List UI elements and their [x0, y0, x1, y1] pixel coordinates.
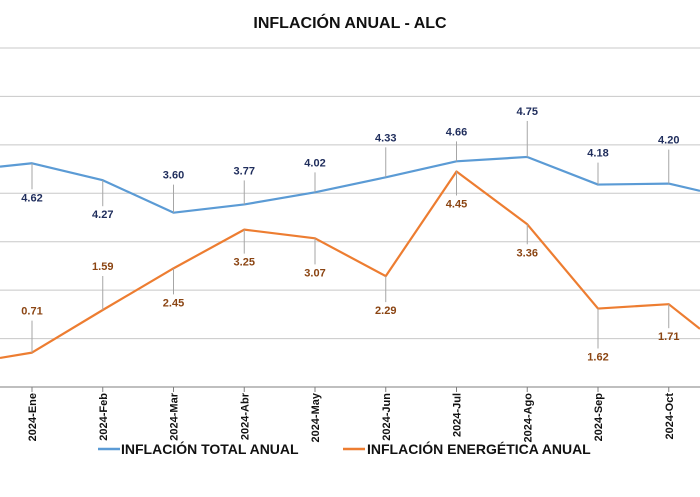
x-tick-label: 2024-Feb [98, 393, 110, 441]
legend-label-total: INFLACIÓN TOTAL ANUAL [121, 440, 299, 457]
data-label: 4.62 [21, 192, 42, 204]
x-tick-label: 2024-Sep [593, 393, 605, 442]
x-tick-label: 2024-Mar [169, 392, 181, 440]
x-tick-label: 2024-Oct [664, 393, 676, 440]
data-label: 1.62 [587, 352, 608, 364]
x-tick-label: 2024-Jul [452, 393, 464, 437]
x-tick-label: 2024-Ene [27, 393, 39, 441]
series-lines [0, 155, 700, 360]
legend-label-energy: INFLACIÓN ENERGÉTICA ANUAL [367, 440, 591, 457]
data-label: 4.18 [587, 148, 608, 160]
data-label: 2.45 [163, 297, 184, 309]
data-label: 3.77 [234, 165, 255, 177]
data-label: 0.71 [21, 306, 42, 318]
x-tick-label: 2024-Jun [381, 393, 393, 441]
legend: INFLACIÓN TOTAL ANUAL INFLACIÓN ENERGÉTI… [98, 440, 591, 457]
data-label: 4.33 [375, 132, 396, 144]
series-line-energy [0, 170, 700, 360]
x-axis-ticks: 2024-Ene 2024-Feb 2024-Mar 2024-Abr 2024-May… [27, 387, 676, 443]
data-label: 3.25 [234, 257, 255, 269]
data-label: 3.36 [517, 247, 538, 259]
data-labels: 4.62 4.27 3.60 3.77 4.02 4.33 4.66 4.75 4.18 4.20… [21, 106, 679, 364]
data-label: 3.07 [304, 267, 325, 279]
data-label: 1.59 [92, 261, 113, 273]
data-label: 2.29 [375, 305, 396, 317]
data-label: 3.60 [163, 170, 184, 182]
data-label: 4.20 [658, 135, 679, 147]
data-label: 4.27 [92, 209, 113, 221]
grid [0, 47, 700, 388]
x-tick-label: 2024-May [310, 392, 322, 442]
data-label: 1.71 [658, 331, 679, 343]
data-label: 4.75 [517, 106, 538, 118]
data-label: 4.66 [446, 126, 467, 138]
data-label: 4.45 [446, 198, 467, 210]
x-tick-label: 2024-Ago [522, 393, 534, 443]
series-line-total [0, 155, 700, 214]
x-tick-label: 2024-Abr [239, 392, 251, 440]
data-label: 4.02 [304, 157, 325, 169]
chart-title: INFLACIÓN ANUAL - ALC [253, 13, 447, 32]
